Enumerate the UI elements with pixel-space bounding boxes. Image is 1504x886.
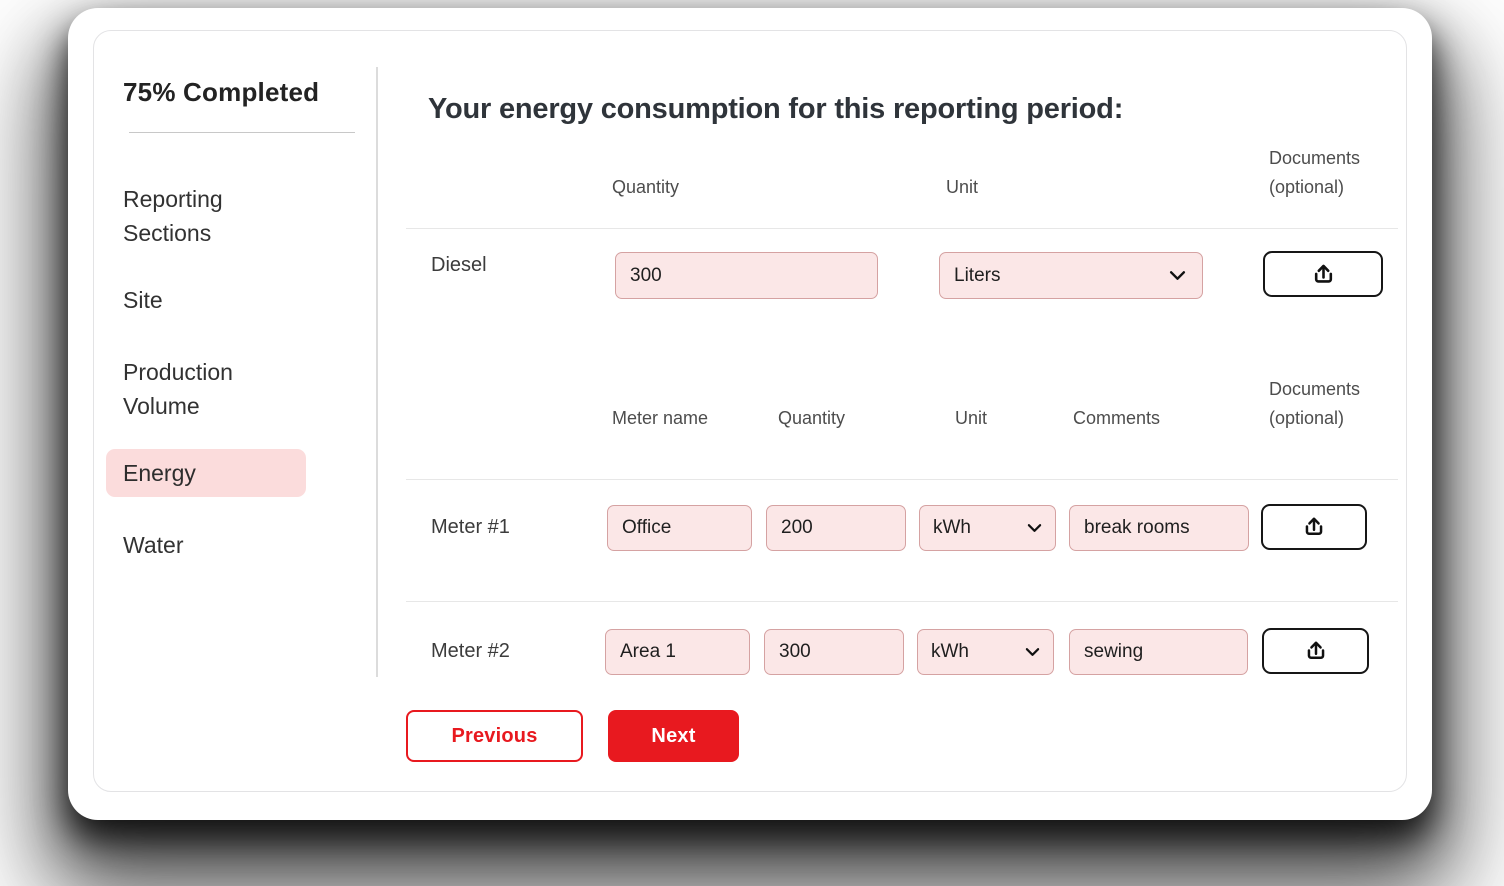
sidebar-item-water[interactable]: Water	[123, 532, 184, 558]
fuel-header-documents-line2: (optional)	[1269, 177, 1345, 197]
fuel-header-unit: Unit	[946, 177, 979, 197]
meter-header-comments: Comments	[1073, 408, 1161, 428]
fuel-header-quantity: Quantity	[612, 177, 680, 197]
sidebar-item-energy[interactable]: Energy	[106, 449, 306, 497]
meter-header-documents-line1: Documents	[1269, 379, 1361, 399]
page-title: Your energy consumption for this reporti…	[428, 93, 1124, 125]
sidebar-item-site[interactable]: Site	[123, 287, 163, 313]
chevron-down-icon	[1025, 648, 1040, 656]
upload-icon	[1305, 517, 1323, 535]
meter-header-documents-line2: (optional)	[1269, 408, 1345, 428]
next-button[interactable]: Next	[608, 710, 739, 762]
meter-table-divider-top	[406, 479, 1398, 480]
fuel-header-documents-line1: Documents	[1269, 148, 1361, 168]
meter2-quantity-input[interactable]	[764, 629, 904, 675]
vertical-divider	[376, 67, 378, 677]
meter-header-name: Meter name	[612, 408, 709, 428]
fuel-header-documents: Documents (optional)	[1269, 144, 1360, 202]
main-content: Your energy consumption for this reporti…	[406, 31, 1408, 793]
meter2-upload-button[interactable]	[1262, 628, 1369, 674]
previous-button[interactable]: Previous	[406, 710, 583, 762]
meter2-comments-input[interactable]	[1069, 629, 1248, 675]
sidebar-item-production-volume[interactable]: Production Volume	[123, 359, 233, 419]
fuel-row-label: Diesel	[431, 254, 487, 276]
diesel-unit-value: Liters	[954, 264, 1001, 286]
progress-label: 75% Completed	[123, 77, 320, 107]
upload-icon	[1314, 264, 1332, 283]
meter-header-quantity: Quantity	[778, 408, 846, 428]
meter1-unit-value: kWh	[933, 517, 971, 538]
meter1-upload-button[interactable]	[1261, 504, 1367, 550]
sidebar-divider	[129, 132, 355, 133]
meter-header-unit: Unit	[955, 408, 988, 428]
diesel-upload-button[interactable]	[1263, 251, 1383, 297]
meter2-row-label: Meter #2	[431, 640, 510, 662]
meter2-unit-select[interactable]: kWh	[917, 629, 1054, 675]
sidebar-item-reporting-sections[interactable]: Reporting Sections	[123, 186, 223, 246]
meter-header-documents: Documents (optional)	[1269, 375, 1360, 433]
sidebar-item-energy-label: Energy	[123, 459, 196, 486]
form-card: 75% Completed Reporting Sections Site Pr…	[68, 8, 1432, 820]
diesel-unit-select[interactable]: Liters	[939, 252, 1203, 299]
meter1-row-label: Meter #1	[431, 516, 510, 538]
meter1-comments-input[interactable]	[1069, 505, 1249, 551]
fuel-table-divider	[406, 228, 1398, 229]
chevron-down-icon	[1027, 524, 1042, 532]
meter-table-divider-middle	[406, 601, 1398, 602]
meter2-name-input[interactable]	[605, 629, 750, 675]
chevron-down-icon	[1169, 271, 1186, 280]
meter2-unit-value: kWh	[931, 641, 969, 662]
meter1-unit-select[interactable]: kWh	[919, 505, 1056, 551]
upload-icon	[1307, 641, 1324, 659]
form-panel: 75% Completed Reporting Sections Site Pr…	[93, 30, 1407, 792]
diesel-quantity-input[interactable]	[615, 252, 878, 299]
meter1-quantity-input[interactable]	[766, 505, 906, 551]
meter1-name-input[interactable]	[607, 505, 752, 551]
